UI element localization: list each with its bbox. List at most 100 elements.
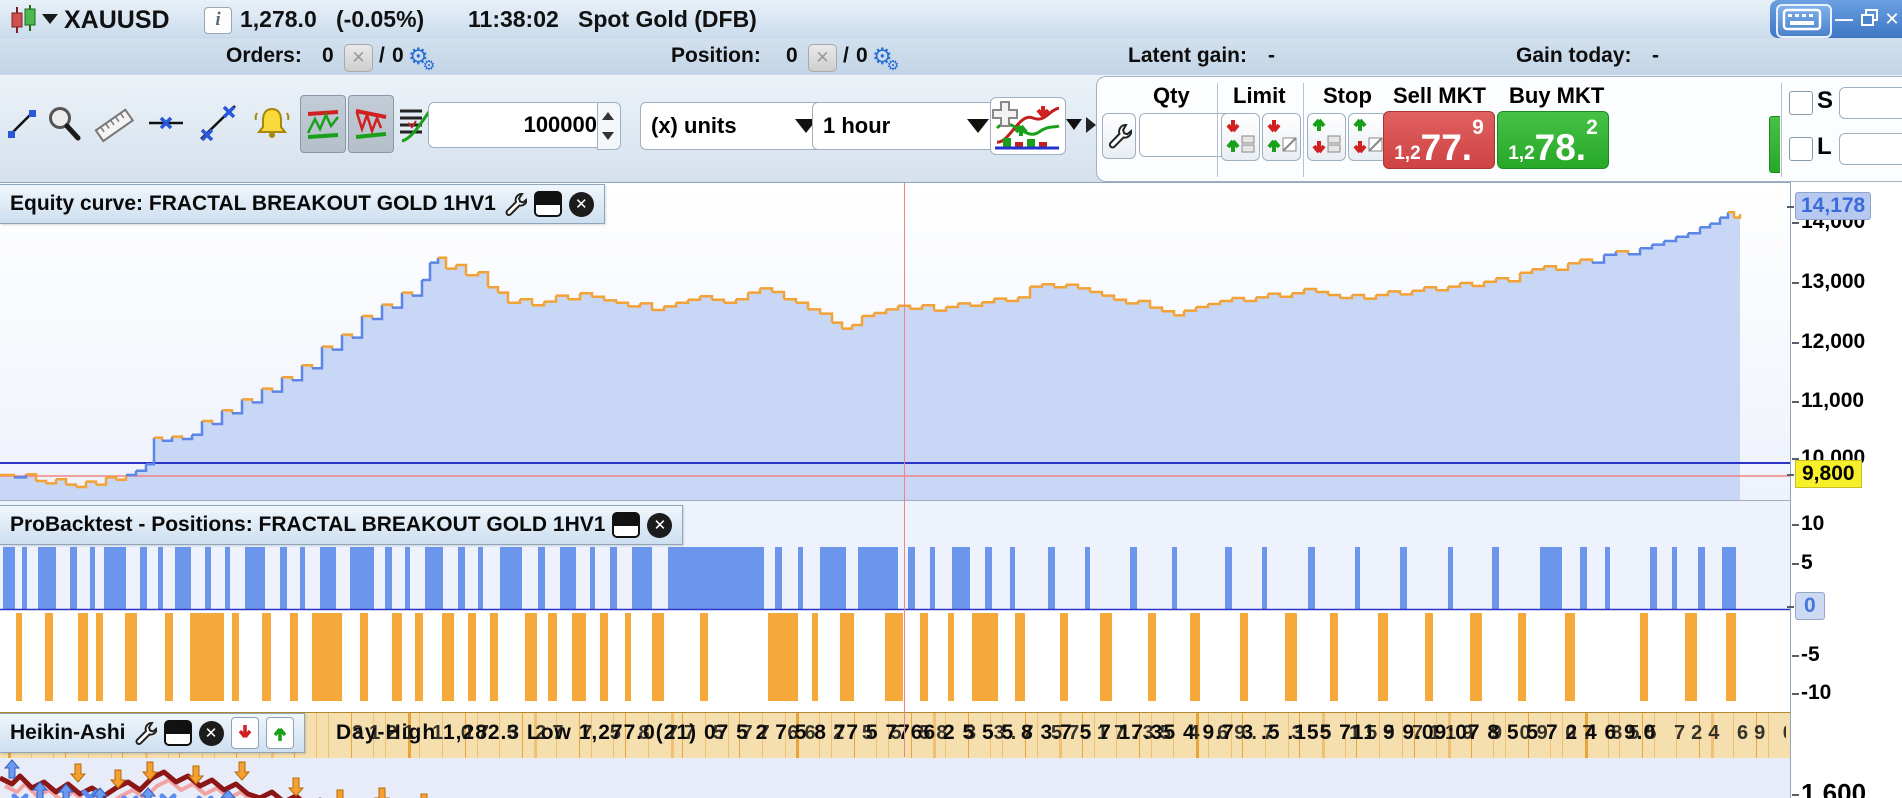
axis-label: 0 [1795, 592, 1825, 620]
buy-mkt-label: Buy MKT [1509, 83, 1604, 109]
equity-curve-chart[interactable] [0, 183, 1790, 506]
close-icon[interactable]: ✕ [569, 192, 594, 217]
wrench-icon[interactable] [503, 191, 527, 217]
ruler-tool-button[interactable] [92, 95, 136, 151]
green-partial-button[interactable] [1769, 116, 1780, 173]
axis-label: 10 [1801, 512, 1824, 536]
stop-checkbox[interactable] [1789, 91, 1813, 115]
quantity-input[interactable] [428, 102, 606, 148]
info-icon[interactable]: i [204, 7, 232, 34]
buy-price-prefix: 1,2 [1508, 142, 1534, 166]
green-up-arrow-icon [272, 723, 288, 743]
detach-window-icon[interactable] [164, 720, 192, 746]
crosshair-vertical-line [904, 183, 905, 757]
quantity-stepper[interactable] [597, 102, 621, 150]
axis-label: -10 [1801, 681, 1831, 705]
timeframe-selected-value: 1 hour [823, 113, 890, 139]
keyboard-button[interactable] [1776, 4, 1832, 38]
divider [1781, 83, 1782, 177]
pointer-tool-button[interactable] [0, 95, 44, 151]
stop-custom-icon [1349, 114, 1384, 158]
minimize-button[interactable]: — [1832, 7, 1856, 31]
stepper-down-icon[interactable] [602, 132, 614, 140]
trade-settings-button[interactable] [1102, 113, 1136, 159]
orders-label: Orders: [226, 44, 302, 68]
backtest-positions-panel[interactable]: ProBacktest - Positions: FRACTAL BREAKOU… [0, 500, 1790, 713]
latent-gain-value: - [1268, 44, 1275, 68]
sell-mkt-button[interactable]: 1,2 77. 9 [1383, 111, 1495, 169]
orders-slash: / [379, 44, 385, 68]
horizontal-line-tool-button[interactable] [144, 95, 188, 151]
orders-settings-icon[interactable]: ⚙⚙ [408, 41, 441, 74]
alert-bell-button[interactable] [250, 95, 294, 151]
heikin-panel-title: Heikin-Ashi [10, 721, 126, 745]
pattern-bullish-button[interactable] [300, 95, 346, 153]
positions-panel-title: ProBacktest - Positions: FRACTAL BREAKOU… [10, 513, 605, 537]
add-indicator-button[interactable] [990, 97, 1066, 155]
sell-marker-button[interactable] [231, 717, 259, 749]
trading-panel: Qty Limit Stop [1096, 76, 1902, 182]
limit-l-label: L [1817, 133, 1832, 161]
equity-alert-level-label: 9,800 [1795, 460, 1862, 488]
buy-price-sup: 2 [1586, 116, 1598, 140]
close-icon[interactable]: ✕ [199, 721, 224, 746]
price-axis-column[interactable]: 1,600 14,00013,00012,00011,00010,00014,1… [1790, 182, 1902, 798]
limit-custom-icon [1263, 114, 1298, 158]
sell-price-prefix: 1,2 [1394, 142, 1420, 166]
limit-custom-order-button[interactable] [1262, 113, 1301, 161]
orders-open-count: 0 [322, 44, 334, 68]
limit-checkbox[interactable] [1789, 137, 1813, 161]
expand-arrow-icon[interactable] [1086, 117, 1096, 133]
restore-button[interactable] [1858, 7, 1882, 31]
divider [1303, 83, 1304, 177]
qty-label: Qty [1153, 83, 1190, 109]
sell-mkt-label: Sell MKT [1393, 83, 1486, 109]
indicator-dropdown-caret[interactable] [1066, 119, 1082, 130]
position-settings-icon[interactable]: ⚙⚙ [872, 41, 905, 74]
gain-today-label: Gain today: [1516, 44, 1632, 68]
orders-clear-button[interactable]: ✕ [344, 44, 373, 72]
gridline [328, 713, 329, 758]
symbol-name: XAUUSD [64, 6, 170, 35]
position-label: Position: [671, 44, 761, 68]
heikin-ashi-chart[interactable] [0, 758, 1790, 798]
chevron-down-icon [967, 119, 989, 133]
position-open-count: 0 [786, 44, 798, 68]
heikin-ashi-panel[interactable] [0, 758, 1790, 798]
close-icon[interactable]: ✕ [647, 513, 672, 538]
restore-icon [1860, 7, 1880, 27]
wrench-icon [1106, 122, 1132, 150]
stop-custom-order-button[interactable] [1348, 113, 1387, 161]
pattern-bullish-icon [304, 107, 342, 141]
buy-marker-button[interactable] [266, 717, 294, 749]
equity-curve-panel[interactable]: Equity curve: FRACTAL BREAKOUT GOLD 1HV1… [0, 182, 1790, 501]
alert-bell-icon [251, 103, 293, 143]
position-clear-button[interactable]: ✕ [808, 44, 837, 72]
pattern-bearish-button[interactable] [348, 95, 394, 153]
axis-label: 12,000 [1801, 330, 1865, 354]
last-price: 1,278.0 [240, 6, 317, 33]
symbol-dropdown-caret[interactable] [42, 14, 58, 24]
position-slash: / [843, 44, 849, 68]
orders-pending-count: 0 [392, 44, 404, 68]
stepper-up-icon[interactable] [602, 112, 614, 120]
window-titlebar: XAUUSD i 1,278.0 (-0.05%) 11:38:02 Spot … [0, 0, 1902, 40]
close-button[interactable]: ✕ [1880, 7, 1902, 31]
zoom-tool-button[interactable] [42, 95, 86, 151]
limit-distance-input[interactable] [1839, 133, 1902, 165]
trendline-tool-button[interactable] [196, 95, 240, 151]
status-bar: Orders: 0 ✕ / 0 ⚙⚙ Position: 0 ✕ / 0 ⚙⚙ … [0, 39, 1902, 76]
limit-order-book-button[interactable] [1221, 113, 1260, 161]
units-select[interactable]: (x) units [640, 102, 828, 150]
stop-order-book-button[interactable] [1307, 113, 1346, 161]
positions-panel-titlebar: ProBacktest - Positions: FRACTAL BREAKOU… [0, 505, 683, 545]
detach-window-icon[interactable] [612, 512, 640, 538]
buy-mkt-button[interactable]: 1,2 78. 2 [1497, 111, 1609, 169]
equity-panel-titlebar: Equity curve: FRACTAL BREAKOUT GOLD 1HV1… [0, 184, 605, 224]
stop-distance-input[interactable] [1839, 87, 1902, 119]
wrench-icon[interactable] [133, 720, 157, 746]
timeframe-select[interactable]: 1 hour [812, 102, 1000, 150]
detach-window-icon[interactable] [534, 191, 562, 217]
heikin-panel-titlebar: Heikin-Ashi ✕ [0, 713, 305, 753]
trendline-icon [196, 103, 240, 143]
